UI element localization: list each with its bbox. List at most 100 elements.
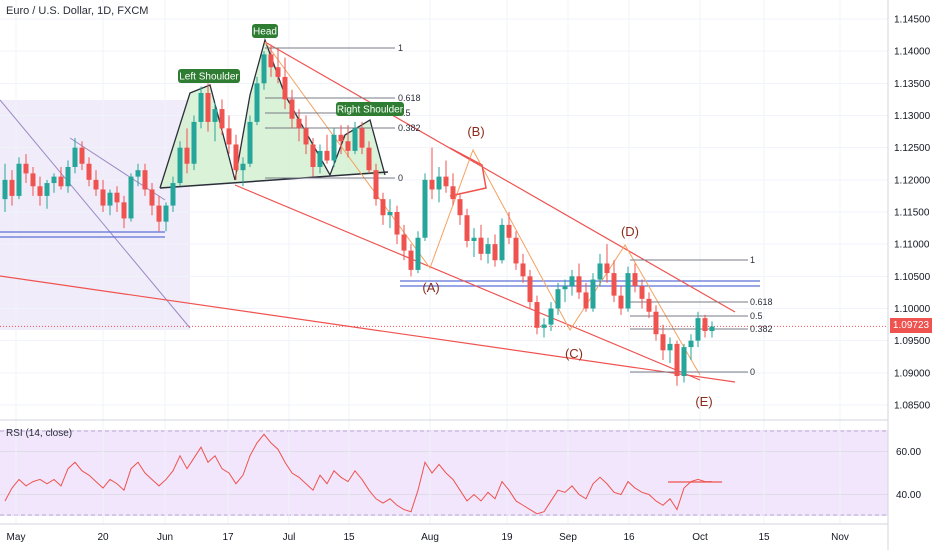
wave-label: (D) bbox=[621, 224, 639, 239]
candle-body bbox=[72, 147, 78, 167]
candle-body bbox=[415, 237, 421, 270]
candle-body bbox=[660, 334, 666, 351]
candle-body bbox=[37, 186, 43, 196]
price-tick-label: 1.12500 bbox=[894, 143, 931, 154]
channel-lower bbox=[69, 137, 166, 201]
candle-body bbox=[233, 144, 239, 171]
candle-body bbox=[135, 170, 141, 177]
candle-body bbox=[51, 176, 57, 184]
fib-label: 0.382 bbox=[398, 123, 421, 133]
candle-body bbox=[149, 189, 155, 206]
chart-title: Euro / U.S. Dollar, 1D, FXCM bbox=[6, 5, 149, 17]
candle-body bbox=[100, 189, 106, 206]
candle-body bbox=[254, 83, 260, 122]
candle-body bbox=[709, 326, 715, 332]
candle-body bbox=[366, 147, 372, 171]
candle-body bbox=[464, 215, 470, 241]
candle-body bbox=[513, 237, 519, 264]
candle-body bbox=[401, 234, 407, 251]
candle-body bbox=[79, 147, 85, 164]
candle-body bbox=[688, 340, 694, 348]
candle-body bbox=[576, 276, 582, 293]
candle-body bbox=[485, 244, 491, 254]
candle-body bbox=[534, 302, 540, 328]
candle-body bbox=[317, 150, 323, 167]
time-tick-label: 17 bbox=[222, 532, 234, 543]
candle-body bbox=[457, 199, 463, 216]
candle-body bbox=[44, 183, 50, 196]
candle-body bbox=[177, 147, 183, 184]
pattern-label: Right Shoulder bbox=[337, 105, 404, 116]
candle-body bbox=[93, 179, 99, 190]
candle-body bbox=[212, 109, 218, 122]
candle-body bbox=[597, 263, 603, 280]
fib-label: 0 bbox=[750, 367, 755, 377]
candle-body bbox=[611, 273, 617, 296]
fib-label: 0.618 bbox=[750, 297, 773, 307]
candle-body bbox=[429, 179, 435, 190]
candle-body bbox=[163, 205, 169, 222]
candle-body bbox=[562, 285, 568, 290]
fib-label: 0.382 bbox=[750, 324, 773, 334]
candle-body bbox=[156, 205, 162, 222]
rsi-title: RSI (14, close) bbox=[6, 428, 73, 439]
price-tick-label: 1.14500 bbox=[894, 15, 931, 26]
candle-body bbox=[296, 118, 302, 129]
lower-trendline bbox=[234, 184, 701, 381]
candle-body bbox=[58, 176, 64, 187]
candle-body bbox=[702, 318, 708, 332]
time-tick-label: Jul bbox=[283, 532, 296, 543]
pattern-label-box bbox=[252, 24, 278, 38]
upper-trendline bbox=[264, 41, 736, 313]
fib-label: 0.618 bbox=[398, 93, 421, 103]
candle-body bbox=[338, 134, 344, 142]
candle-body bbox=[527, 276, 533, 303]
labels: 1.14500 1.14000 1.13500 1.13000 1.12500 1.120… bbox=[7, 15, 931, 544]
candle-body bbox=[555, 289, 561, 309]
candle-body bbox=[324, 150, 330, 161]
candle-body bbox=[191, 121, 197, 164]
candle-body bbox=[569, 276, 575, 286]
candle-body bbox=[653, 311, 659, 335]
current-price-badge: 1.09723 bbox=[890, 318, 932, 333]
candle-body bbox=[289, 99, 295, 119]
time-tick-label: Oct bbox=[692, 532, 708, 543]
candle-body bbox=[121, 202, 127, 219]
rsi-band bbox=[0, 430, 888, 516]
head-shoulders-fill bbox=[160, 40, 330, 188]
candle-body bbox=[450, 186, 456, 200]
fib-label: 0.5 bbox=[750, 311, 763, 321]
candle-body bbox=[331, 134, 337, 161]
candle-body bbox=[394, 212, 400, 235]
candle-body bbox=[674, 343, 680, 377]
price-tick-label: 1.10000 bbox=[894, 304, 931, 315]
candle-body bbox=[23, 163, 29, 174]
wave-label: (B) bbox=[467, 124, 484, 139]
candle-body bbox=[114, 192, 120, 203]
candle-body bbox=[541, 324, 547, 328]
candle-body bbox=[205, 92, 211, 122]
candle-body bbox=[695, 318, 701, 341]
neckline bbox=[159, 171, 389, 189]
time-tick-label: Jun bbox=[157, 532, 173, 543]
candle-body bbox=[247, 121, 253, 164]
candle-body bbox=[506, 224, 512, 238]
price-tick-label: 1.10500 bbox=[894, 272, 931, 283]
price-tick-label: 1.08500 bbox=[894, 401, 931, 412]
candle-body bbox=[408, 250, 414, 270]
fib-label: 1 bbox=[750, 255, 755, 265]
time-tick-label: 15 bbox=[758, 532, 770, 543]
triangle-b bbox=[449, 147, 487, 197]
pattern-label-box bbox=[336, 102, 404, 116]
candle-body bbox=[422, 179, 428, 238]
candle-body bbox=[625, 273, 631, 309]
time-tick-label: Sep bbox=[559, 532, 577, 543]
pattern-label: Left Shoulder bbox=[179, 72, 239, 83]
candle-body bbox=[632, 273, 638, 286]
price-tick-label: 1.11000 bbox=[894, 240, 930, 251]
price-tick-label: 1.13500 bbox=[894, 79, 931, 90]
candle-body bbox=[275, 67, 281, 77]
price-tick-label: 1.13000 bbox=[894, 111, 931, 122]
candle-body bbox=[646, 298, 652, 312]
